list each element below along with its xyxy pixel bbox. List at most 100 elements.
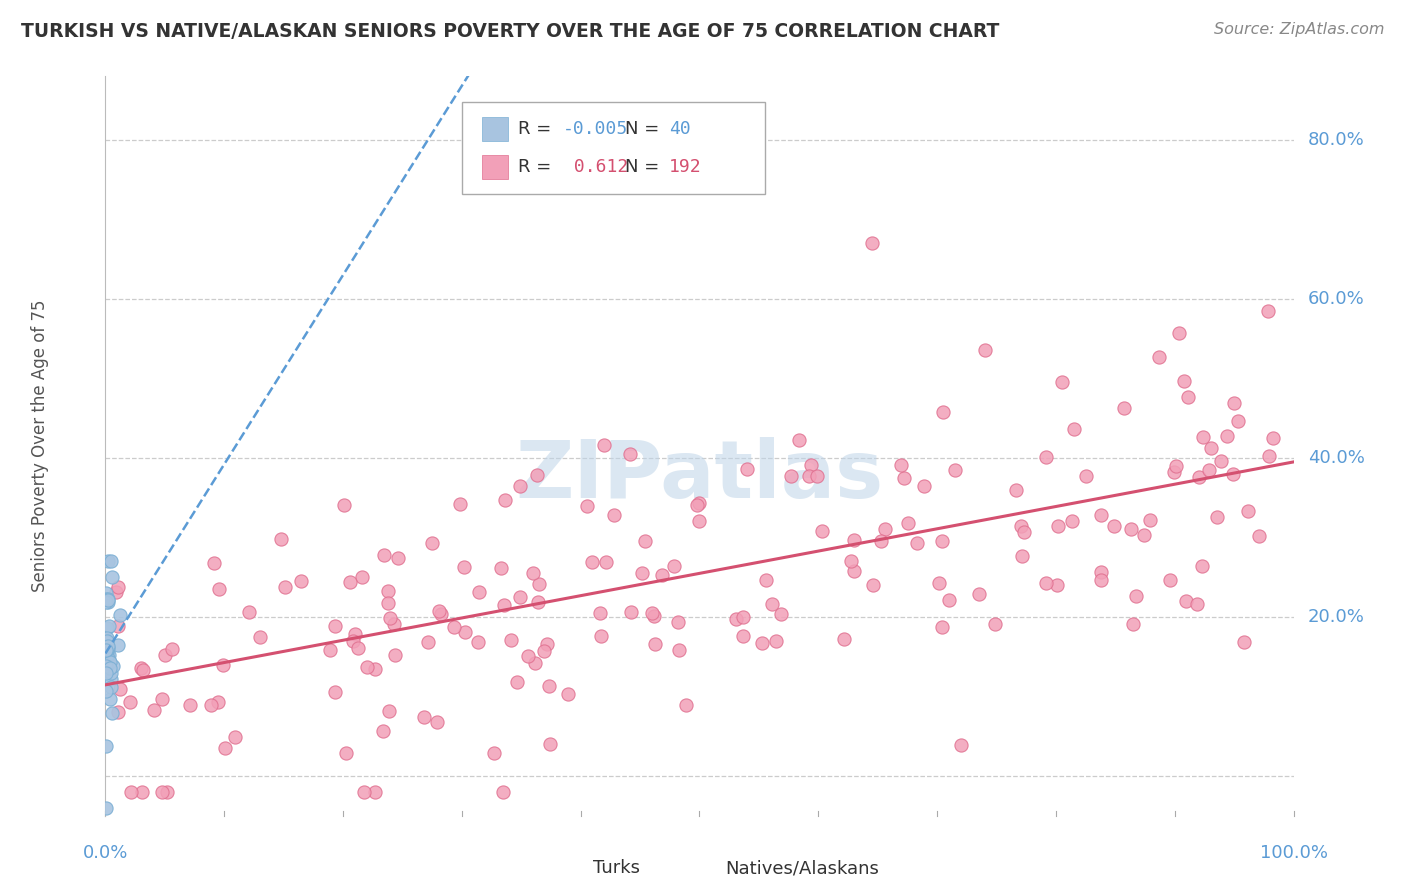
- Point: [427, 604, 450, 618]
- Point: [96, 640, 118, 654]
- Point: [97, 653, 120, 667]
- Point: [94, 739, 117, 753]
- Point: [492, 785, 515, 799]
- Point: [873, 522, 896, 536]
- Point: [591, 629, 613, 643]
- Point: [1010, 518, 1032, 533]
- Point: [364, 662, 387, 676]
- Point: [834, 632, 856, 646]
- Point: [453, 559, 475, 574]
- Point: [1227, 414, 1250, 428]
- Point: [97, 641, 120, 656]
- Point: [97, 639, 120, 653]
- Point: [96, 634, 118, 648]
- Point: [1236, 503, 1258, 517]
- Point: [1201, 442, 1223, 456]
- Point: [890, 458, 912, 473]
- Point: [1163, 465, 1185, 479]
- Text: 0.612: 0.612: [562, 158, 628, 176]
- Point: [94, 684, 117, 698]
- Point: [593, 438, 616, 452]
- Point: [270, 532, 292, 546]
- Point: [949, 738, 972, 752]
- Point: [150, 691, 173, 706]
- Point: [98, 661, 121, 675]
- Point: [943, 463, 966, 477]
- Point: [761, 597, 783, 611]
- Point: [1173, 374, 1195, 388]
- Point: [735, 462, 758, 476]
- Text: 100.0%: 100.0%: [1260, 844, 1327, 862]
- FancyBboxPatch shape: [696, 857, 720, 880]
- Point: [120, 785, 142, 799]
- Point: [811, 524, 834, 538]
- Point: [842, 533, 865, 547]
- Point: [1232, 634, 1254, 648]
- Point: [668, 642, 690, 657]
- Point: [912, 479, 935, 493]
- Point: [928, 576, 950, 591]
- FancyBboxPatch shape: [482, 155, 508, 178]
- Point: [524, 656, 547, 670]
- Point: [207, 695, 229, 709]
- Text: N =: N =: [624, 158, 665, 176]
- Point: [449, 496, 471, 510]
- Point: [506, 675, 529, 690]
- Point: [769, 607, 792, 622]
- Text: R =: R =: [517, 120, 557, 138]
- Point: [1164, 458, 1187, 473]
- Point: [1090, 508, 1112, 522]
- Point: [1247, 529, 1270, 543]
- Point: [1139, 513, 1161, 527]
- Point: [983, 617, 1005, 632]
- Point: [468, 584, 491, 599]
- Point: [603, 508, 626, 523]
- Point: [765, 634, 787, 648]
- Point: [107, 638, 129, 652]
- Point: [364, 785, 387, 799]
- Point: [1175, 593, 1198, 607]
- Point: [905, 536, 928, 550]
- Point: [104, 585, 127, 599]
- Point: [839, 554, 862, 568]
- Point: [96, 635, 118, 649]
- Text: 192: 192: [669, 158, 702, 176]
- Point: [96, 659, 118, 673]
- Point: [98, 655, 121, 669]
- Point: [501, 632, 523, 647]
- Point: [799, 469, 821, 483]
- Point: [100, 666, 122, 681]
- Point: [373, 548, 395, 562]
- Point: [755, 573, 778, 587]
- Point: [332, 498, 354, 512]
- Text: Turks: Turks: [592, 859, 640, 877]
- Point: [1147, 350, 1170, 364]
- Point: [380, 611, 402, 625]
- Point: [494, 598, 516, 612]
- Point: [1060, 514, 1083, 528]
- Text: ZIPatlas: ZIPatlas: [516, 436, 883, 515]
- Text: Natives/Alaskans: Natives/Alaskans: [725, 859, 880, 877]
- Point: [862, 578, 884, 592]
- Point: [110, 682, 132, 697]
- Point: [100, 706, 122, 721]
- Point: [212, 658, 235, 673]
- Point: [100, 672, 122, 686]
- Point: [1122, 617, 1144, 632]
- Text: Seniors Poverty Over the Age of 75: Seniors Poverty Over the Age of 75: [31, 300, 49, 592]
- Point: [420, 536, 443, 550]
- Point: [94, 595, 117, 609]
- Point: [101, 570, 124, 584]
- Point: [526, 468, 548, 483]
- Point: [94, 801, 117, 815]
- Point: [387, 551, 409, 566]
- Point: [214, 740, 236, 755]
- Point: [589, 607, 612, 621]
- Point: [1177, 391, 1199, 405]
- Point: [96, 655, 118, 669]
- FancyBboxPatch shape: [562, 857, 586, 880]
- Point: [319, 643, 342, 657]
- Point: [1209, 454, 1232, 468]
- Point: [290, 574, 312, 588]
- Point: [1035, 450, 1057, 465]
